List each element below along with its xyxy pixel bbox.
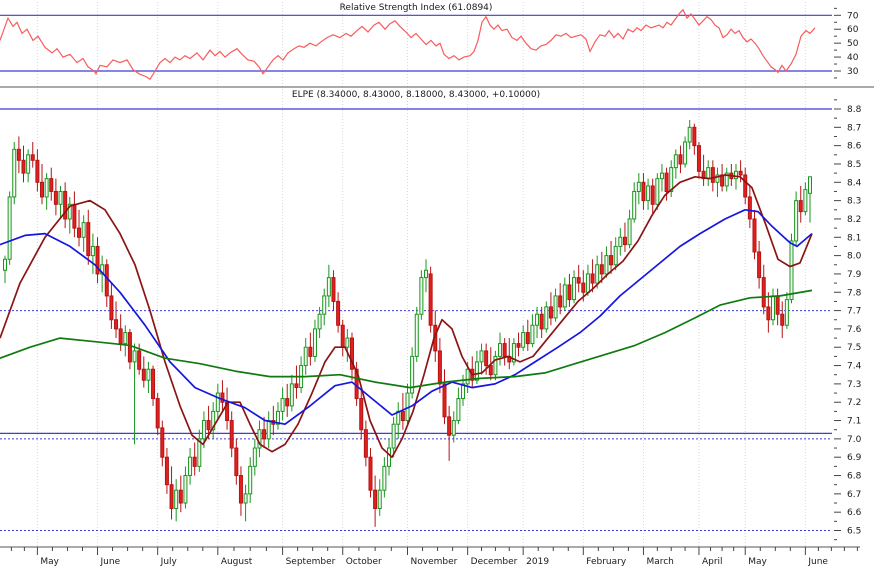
svg-text:60: 60: [847, 25, 859, 35]
svg-text:7.9: 7.9: [847, 270, 862, 280]
svg-text:7.6: 7.6: [847, 325, 862, 335]
ma-line-2: [0, 289, 813, 389]
y-axis-rsi: 70 60 50 40 30: [834, 7, 859, 79]
svg-text:7.5: 7.5: [847, 343, 861, 353]
svg-text:7.7: 7.7: [847, 307, 861, 317]
month-label: March: [646, 557, 673, 567]
month-label: June: [100, 557, 121, 567]
svg-text:8.5: 8.5: [847, 160, 861, 170]
svg-text:7.1: 7.1: [847, 417, 861, 427]
svg-text:8.2: 8.2: [847, 215, 861, 225]
rsi-line: [0, 8, 816, 81]
month-label: June: [807, 557, 828, 567]
svg-text:7.0: 7.0: [847, 435, 862, 445]
svg-text:8.8: 8.8: [847, 105, 862, 115]
x-axis: May June July August September October Novembe…: [0, 546, 860, 567]
svg-text:70: 70: [847, 11, 859, 21]
svg-text:6.7: 6.7: [847, 490, 861, 500]
month-label: July: [160, 557, 178, 567]
svg-text:7.4: 7.4: [847, 362, 862, 372]
svg-text:50: 50: [847, 39, 859, 49]
month-label: October: [346, 557, 382, 567]
svg-text:8.0: 8.0: [847, 252, 862, 262]
svg-text:7.3: 7.3: [847, 380, 861, 390]
svg-text:7.2: 7.2: [847, 398, 861, 408]
ma-line-1: [0, 208, 813, 426]
svg-text:6.6: 6.6: [847, 508, 862, 518]
svg-text:6.8: 6.8: [847, 472, 862, 482]
gridlines: [36, 2, 806, 547]
month-label: December: [471, 557, 518, 567]
svg-text:8.4: 8.4: [847, 178, 862, 188]
svg-text:30: 30: [847, 67, 859, 77]
month-label: April: [702, 557, 723, 567]
svg-text:6.9: 6.9: [847, 453, 862, 463]
ma-line-0: [0, 174, 813, 459]
month-label: May: [748, 557, 767, 567]
month-label: May: [40, 557, 59, 567]
y-axis-price: 8.8 8.7 8.6 8.5 8.4 8.3 8.2 8.1 8.0 7.9 7.8 7.7 7.6 7…: [834, 99, 862, 541]
month-label: November: [411, 557, 458, 567]
svg-text:40: 40: [847, 53, 859, 63]
svg-text:7.8: 7.8: [847, 288, 862, 298]
candles: [3, 119, 812, 527]
svg-text:8.1: 8.1: [847, 233, 861, 243]
price-panel[interactable]: [0, 108, 832, 532]
month-label: February: [586, 557, 627, 567]
month-label: August: [221, 557, 253, 567]
rsi-panel[interactable]: [0, 8, 832, 81]
month-label: September: [286, 557, 336, 567]
month-label: 2019: [526, 557, 549, 567]
svg-text:8.3: 8.3: [847, 197, 861, 207]
svg-text:8.7: 8.7: [847, 123, 861, 133]
svg-text:8.6: 8.6: [847, 142, 862, 152]
svg-text:6.5: 6.5: [847, 527, 861, 537]
